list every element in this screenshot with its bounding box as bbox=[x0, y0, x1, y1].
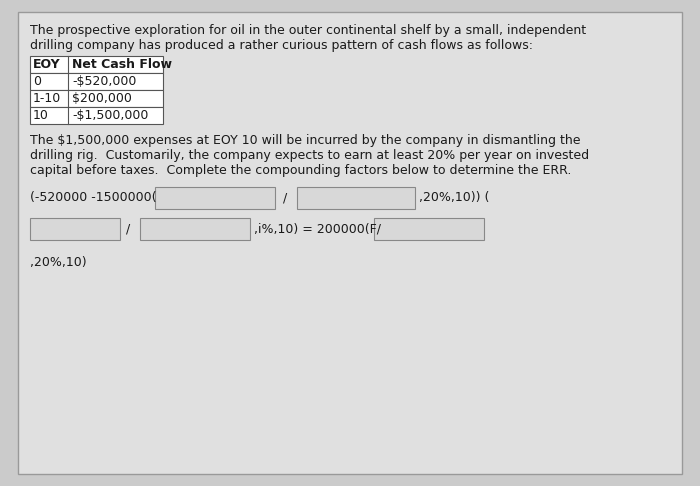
Text: $200,000: $200,000 bbox=[72, 92, 132, 105]
Text: (-520000 -1500000(: (-520000 -1500000( bbox=[30, 191, 157, 205]
Text: -$520,000: -$520,000 bbox=[72, 75, 136, 88]
Text: ,i%,10) = 200000(F/: ,i%,10) = 200000(F/ bbox=[254, 223, 381, 236]
Text: 1-10: 1-10 bbox=[33, 92, 62, 105]
Bar bbox=[30, 90, 163, 107]
Bar bbox=[297, 187, 415, 209]
Bar bbox=[30, 73, 163, 90]
Text: ,20%,10): ,20%,10) bbox=[30, 256, 87, 269]
Bar bbox=[30, 56, 163, 73]
Bar bbox=[155, 187, 275, 209]
Bar bbox=[30, 218, 120, 240]
Text: -$1,500,000: -$1,500,000 bbox=[72, 109, 148, 122]
Text: Net Cash Flow: Net Cash Flow bbox=[72, 58, 172, 71]
Text: The prospective exploration for oil in the outer continental shelf by a small, i: The prospective exploration for oil in t… bbox=[30, 24, 586, 37]
Text: The $1,500,000 expenses at EOY 10 will be incurred by the company in dismantling: The $1,500,000 expenses at EOY 10 will b… bbox=[30, 134, 580, 147]
Text: 10: 10 bbox=[33, 109, 49, 122]
Text: /: / bbox=[283, 191, 287, 205]
Text: capital before taxes.  Complete the compounding factors below to determine the E: capital before taxes. Complete the compo… bbox=[30, 164, 571, 177]
Text: /: / bbox=[126, 223, 130, 236]
Bar bbox=[30, 107, 163, 124]
Text: drilling company has produced a rather curious pattern of cash flows as follows:: drilling company has produced a rather c… bbox=[30, 39, 533, 52]
Text: EOY: EOY bbox=[33, 58, 61, 71]
Text: drilling rig.  Customarily, the company expects to earn at least 20% per year on: drilling rig. Customarily, the company e… bbox=[30, 149, 589, 162]
Text: ,20%,10)) (: ,20%,10)) ( bbox=[419, 191, 489, 205]
Bar bbox=[140, 218, 250, 240]
Text: 0: 0 bbox=[33, 75, 41, 88]
Bar bbox=[374, 218, 484, 240]
